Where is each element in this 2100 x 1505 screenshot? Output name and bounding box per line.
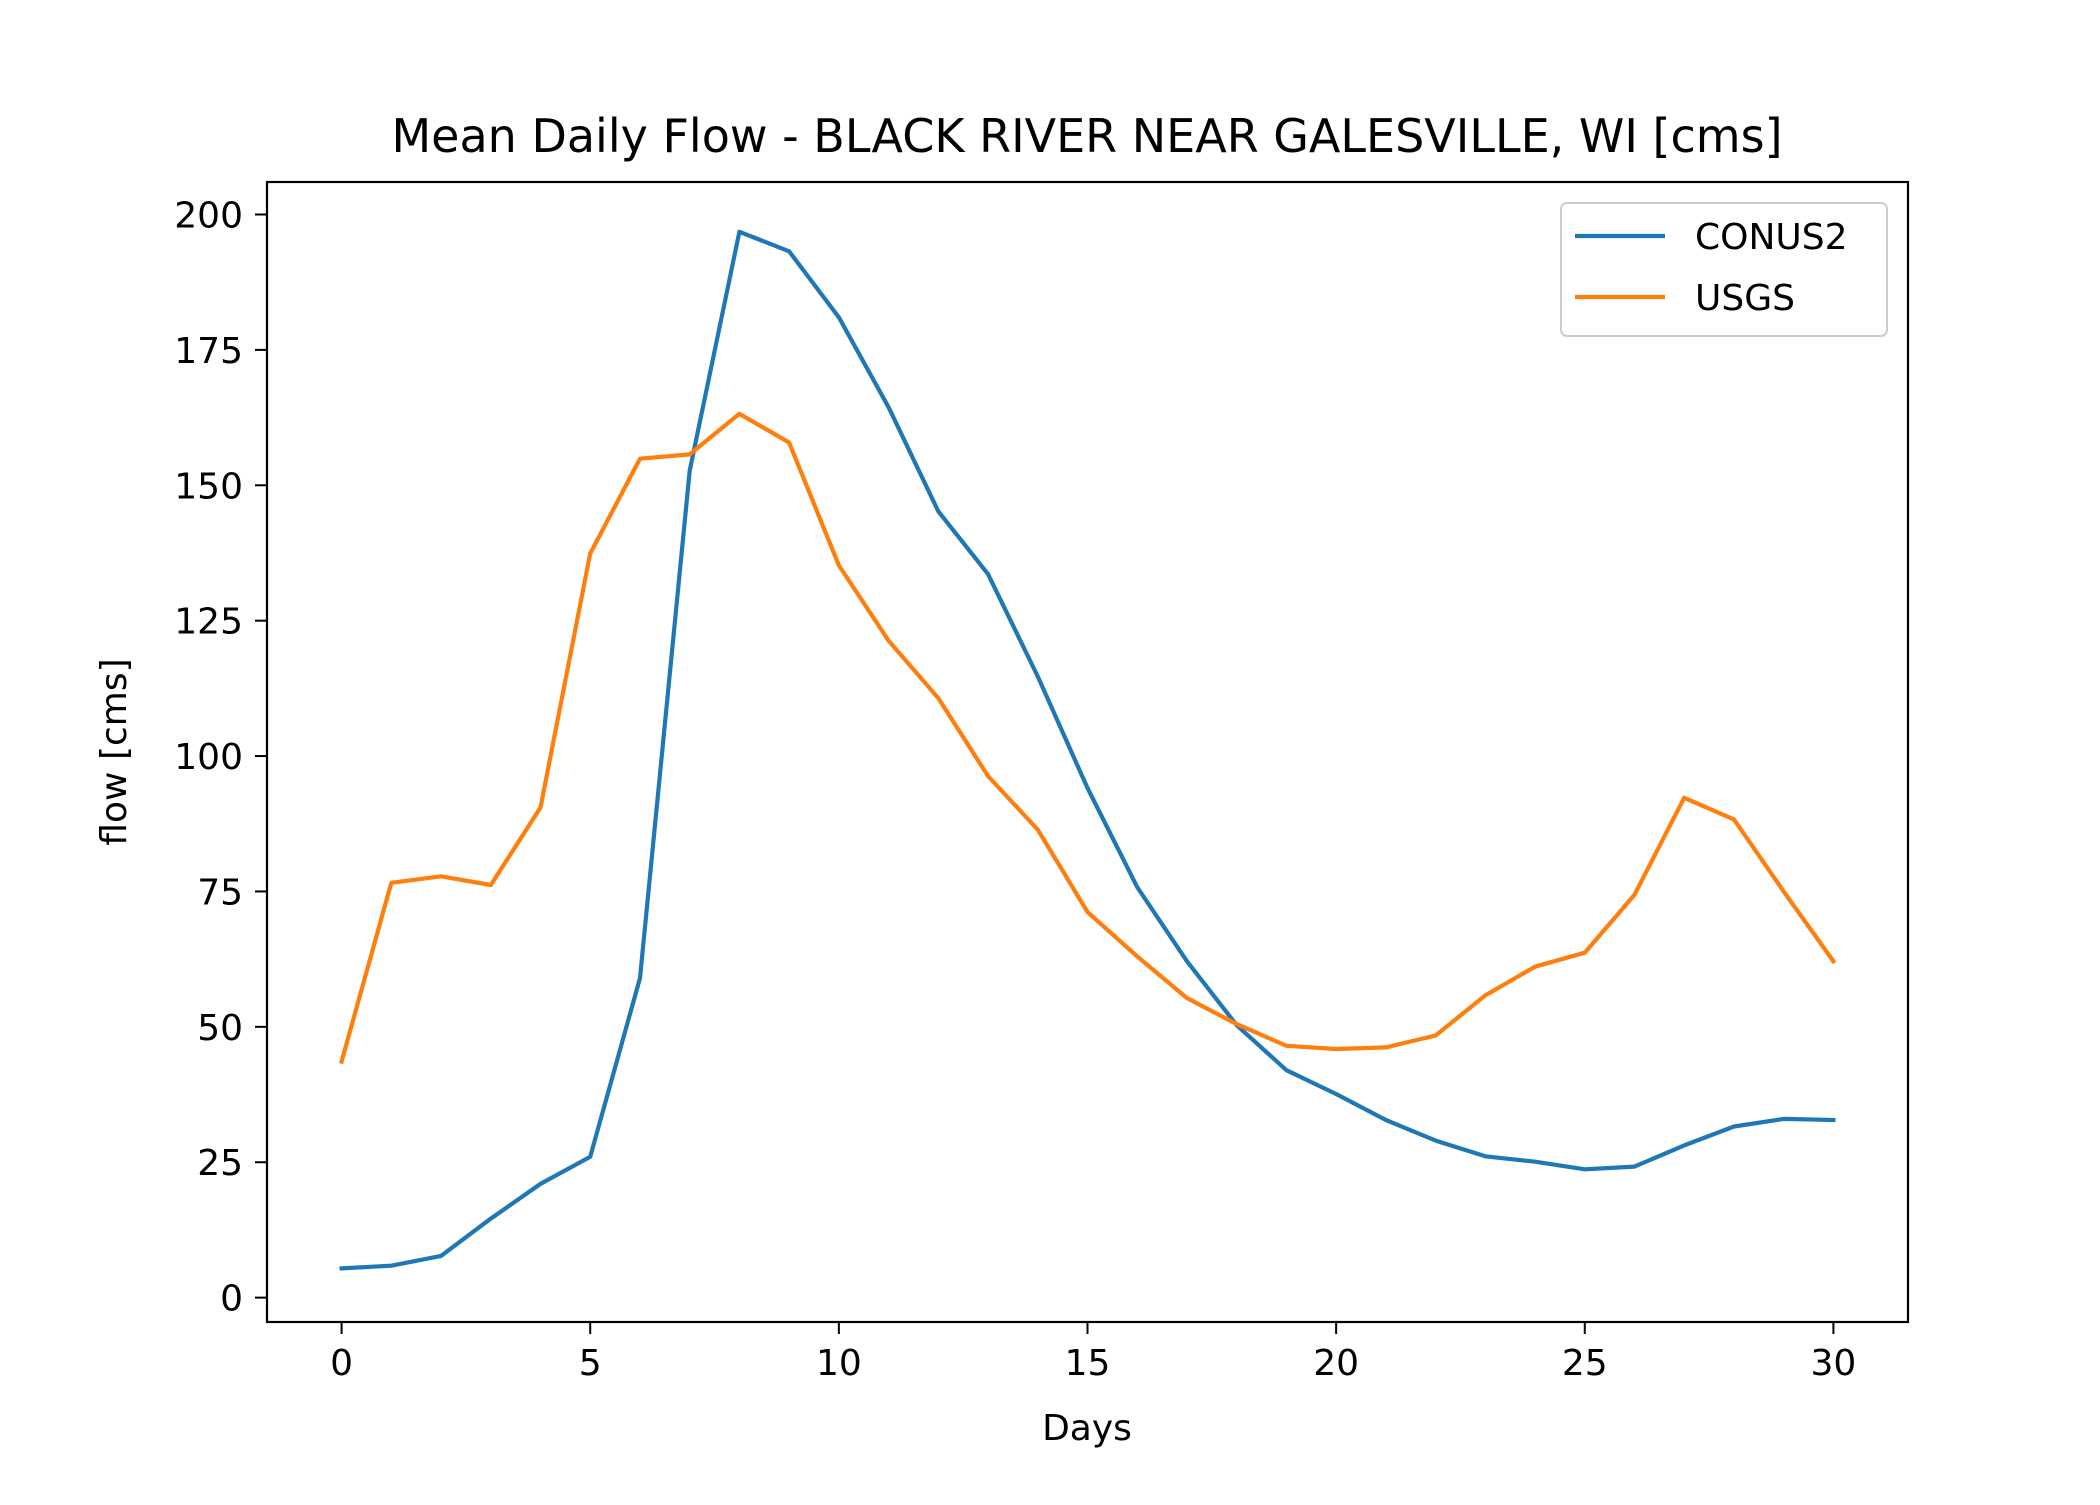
y-tick-label: 25 bbox=[197, 1143, 243, 1184]
y-tick-label: 0 bbox=[220, 1279, 243, 1320]
plot-frame bbox=[265, 180, 1910, 1324]
y-tick-label: 200 bbox=[174, 195, 243, 236]
x-axis-label: Days bbox=[1042, 1408, 1132, 1449]
y-tick-label: 125 bbox=[174, 602, 243, 643]
legend-label-usgs: USGS bbox=[1695, 278, 1795, 319]
x-tick-label: 30 bbox=[1811, 1343, 1857, 1384]
x-tick-label: 0 bbox=[330, 1343, 353, 1384]
x-tick-label: 15 bbox=[1065, 1343, 1111, 1384]
y-tick-label: 150 bbox=[174, 466, 243, 507]
x-tick-label: 20 bbox=[1313, 1343, 1359, 1384]
series-layer bbox=[339, 229, 1837, 1271]
chart-title: Mean Daily Flow - BLACK RIVER NEAR GALES… bbox=[391, 109, 1782, 163]
legend-label-conus2: CONUS2 bbox=[1695, 217, 1848, 258]
x-axis: 0 5 10 15 20 25 30 bbox=[330, 1322, 1856, 1384]
legend: CONUS2 USGS bbox=[1560, 202, 1888, 337]
y-axis: 0 25 50 75 100 125 150 175 200 bbox=[174, 195, 267, 1320]
x-tick-label: 25 bbox=[1562, 1343, 1608, 1384]
x-tick-label: 10 bbox=[816, 1343, 862, 1384]
y-tick-label: 175 bbox=[174, 331, 243, 372]
y-axis-label: flow [cms] bbox=[94, 658, 135, 845]
x-tick-label: 5 bbox=[579, 1343, 602, 1384]
series-line-usgs bbox=[339, 411, 1837, 1065]
y-tick-label: 100 bbox=[174, 737, 243, 778]
y-tick-label: 75 bbox=[197, 872, 243, 913]
series-line-conus2 bbox=[339, 229, 1836, 1271]
y-tick-label: 50 bbox=[197, 1008, 243, 1049]
